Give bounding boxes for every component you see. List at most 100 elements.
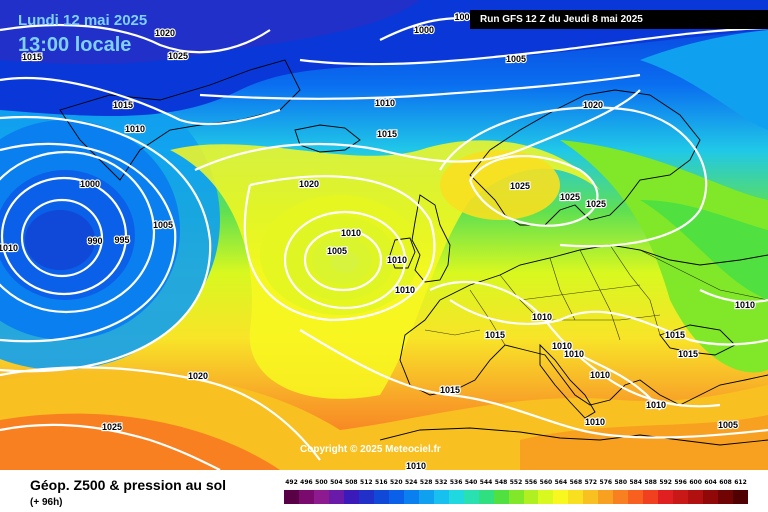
isobar-label: 1010 [395,285,415,295]
isobar-label: 1010 [735,300,755,310]
isobar-label: 1015 [377,129,397,139]
isobar-label: 1015 [113,100,133,110]
scale-label: 532 [434,479,448,486]
isobar-1015-nw [0,76,281,126]
coast-europe [399,244,768,406]
scale-swatch [538,490,554,504]
scale-swatch [508,490,524,504]
scale-swatch [328,490,344,504]
scale-swatch [553,490,569,504]
chart-title: Géop. Z500 & pression au sol [30,477,227,493]
scale-label: 584 [629,479,642,486]
isobar-low-1000 [0,150,156,314]
isobar-label: 1010 [590,370,610,380]
scale-swatch [643,490,659,504]
scale-swatch [628,490,644,504]
scale-label: 568 [569,479,583,486]
scale-label: 596 [674,479,687,486]
isobar-1015-atlantic [243,175,436,322]
isobar-1005-north [299,26,768,66]
scale-label: 552 [509,479,523,486]
scale-swatch [403,490,419,504]
scale-swatch [418,490,434,504]
isobar-label: 1020 [583,100,603,110]
isobar-1010-europe [429,280,721,408]
scale-label: 608 [719,479,732,486]
scale-swatch [703,490,719,504]
scale-label: 500 [315,479,328,486]
scale-swatch [358,490,374,504]
isobar-label: 1025 [510,181,530,191]
isobar-1025-high [468,155,599,227]
scale-label: 492 [285,479,298,486]
scale-swatch [448,490,464,504]
weather-map: 1015 1020 1025 1000 100 1005 1015 1010 1010 1015 1… [0,0,768,470]
scale-swatch [673,490,689,504]
color-scale-labels: 492 496 500 504 508 512 516 520 524 528 532 536 540 5… [284,479,748,489]
geopotential-trough-east [560,140,768,373]
scale-swatch [583,490,599,504]
scale-label: 588 [644,479,657,486]
scale-swatch [598,490,614,504]
scale-swatch [478,490,494,504]
forecast-date: Lundi 12 mai 2025 [18,12,148,29]
scale-label: 528 [419,479,433,486]
isobar-1015-europe [449,299,768,346]
scale-label: 504 [330,479,343,486]
isobar-1005-west [0,142,177,343]
isobar-1010-north [199,73,641,100]
scale-swatch [463,490,479,504]
isobar-1010-west [0,116,212,373]
isobar-label: 1010 [406,461,426,470]
scale-label: 556 [524,479,538,486]
isobar-label: 1025 [102,422,122,432]
scale-swatch [688,490,704,504]
scale-label: 540 [464,479,478,486]
scale-label: 536 [449,479,463,486]
coast-africa [379,427,768,446]
scale-label: 604 [704,479,717,486]
isobars [0,17,768,470]
isobar-label: 1025 [168,51,188,61]
isobar-label: 1025 [586,199,606,209]
scale-label: 524 [404,479,418,486]
copyright: Copyright © 2025 Meteociel.fr [300,444,441,455]
scale-label: 592 [659,479,672,486]
isobar-low-1010 [283,210,407,310]
scale-label: 564 [554,479,568,486]
isobar-label: 1015 [440,385,460,395]
isobar-label: 1005 [506,54,526,64]
coast-ireland [389,237,416,269]
isobar-label: 1005 [153,220,173,230]
scale-label: 572 [584,479,598,486]
isobar-label: 1010 [0,243,18,253]
run-info: Run GFS 12 Z du Jeudi 8 mai 2025 [470,10,768,29]
isobar-low-990 [20,198,104,278]
isobar-label: 1005 [327,246,347,256]
isobar-1020-scand [439,106,708,248]
footer: Géop. Z500 & pression au sol (+ 96h) 492… [0,470,768,512]
forecast-time: 13:00 locale [18,34,132,56]
isobar-label: 1015 [665,330,685,340]
isobar-label: 1020 [188,371,208,381]
scale-swatch [313,490,329,504]
scale-label: 548 [494,479,508,486]
scale-swatch [718,490,734,504]
scale-label: 612 [734,479,747,486]
isobar-label: 1005 [718,420,738,430]
scale-swatch [523,490,539,504]
isobar-label: 1010 [646,400,666,410]
scale-label: 516 [375,479,388,486]
isobar-label: 1010 [552,341,572,351]
scale-swatch [388,490,404,504]
scale-swatch [733,490,749,504]
geopotential-ridge [170,140,600,399]
isobar-label: 100 [454,12,469,22]
isobar-label: 1020 [155,28,175,38]
isobar-label: 990 [87,236,102,246]
scale-label: 576 [599,479,613,486]
isobar-label: 1025 [560,192,580,202]
isobar-low-1005 [303,228,383,292]
isobar-label: 1000 [80,179,100,189]
isobar-1025-south [0,423,221,470]
